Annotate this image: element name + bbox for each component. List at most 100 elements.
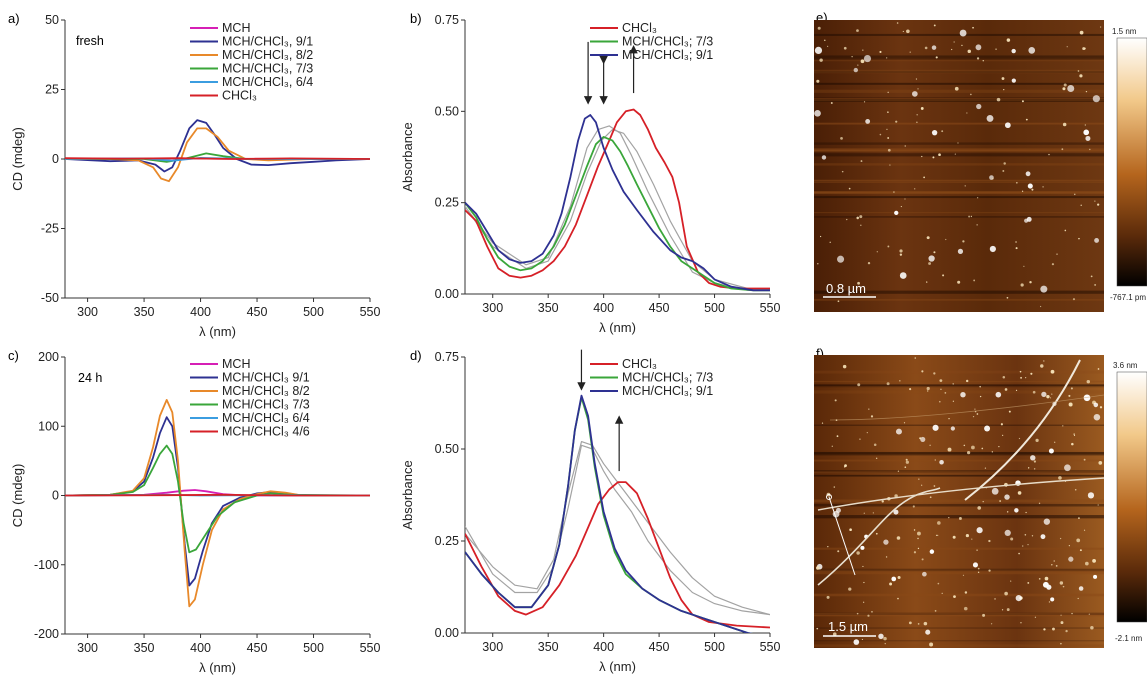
afm-particle [1030,372,1033,375]
afm-particle [1097,504,1099,506]
afm-particle [835,507,841,513]
afm-particle [1001,609,1004,611]
afm-particle [860,224,862,226]
afm-particle [1031,188,1034,191]
afm-particle [926,386,930,391]
y-tick-label: -25 [41,222,59,236]
afm-particle [863,512,865,514]
afm-particle [923,176,925,179]
afm-streak [814,571,1104,575]
afm-particles-f [816,357,1103,647]
legend-entry: MCH/CHCl₃; 7/3 [622,371,713,385]
afm-particle [904,145,906,147]
y-tick-label: 0 [52,152,59,166]
series-line-chcl- [465,481,770,629]
afm-particle [862,49,864,51]
afm-particle [887,148,891,152]
afm-particle [916,121,918,123]
afm-particle [965,533,969,538]
afm-streak [814,503,1104,507]
afm-particle [952,535,956,539]
afm-particle [1048,448,1054,454]
afm-particle [931,129,938,136]
afm-particle [1085,91,1088,93]
afm-streak [814,97,1104,99]
afm-particle [872,512,874,514]
afm-particle [977,567,980,570]
afm-particle [1098,461,1103,465]
x-tick-label: 450 [247,641,268,655]
afm-streak [814,593,1104,597]
afm-particle [1083,529,1086,531]
afm-particle [821,155,827,160]
fiber-3-f [817,477,1105,511]
afm-particle [986,114,994,122]
afm-particle [917,547,920,550]
panel-annotation: fresh [76,34,104,48]
legend-entry: MCH/CHCl₃ 6/4 [222,411,310,425]
afm-particle [1042,186,1044,188]
afm-particle [1078,586,1084,591]
legend-entry: CHCl₃ [622,21,657,35]
afm-particles-e [814,22,1102,308]
afm-particle [979,385,981,388]
afm-particle [868,408,870,410]
afm-particle [1006,608,1010,612]
afm-particle [948,517,950,519]
x-tick-label: 550 [360,305,381,319]
afm-particle [1027,543,1029,546]
afm-particle [964,185,966,187]
afm-particle [928,255,935,262]
afm-particle [970,215,973,218]
afm-particle [953,41,955,43]
afm-particle [938,153,941,157]
afm-particle [979,395,982,398]
y-axis-label: Absorbance [400,460,415,529]
x-tick-label: 550 [360,641,381,655]
afm-particle [904,466,907,469]
afm-particle [870,415,874,418]
afm-particle [944,391,947,394]
afm-particle [848,587,852,591]
afm-particle [1060,621,1064,625]
afm-particle [887,91,889,94]
x-tick-label: 350 [134,641,155,655]
afm-particle [1062,585,1065,588]
afm-particle [856,551,860,555]
afm-streak [814,55,1104,58]
afm-streak [814,451,1104,454]
afm-particle [1043,360,1045,362]
y-axis-label: CD (mdeg) [10,464,25,528]
legend-entry: MCH/CHCl₃, 8/2 [222,48,313,62]
afm-particle [1072,298,1076,301]
afm-particle [885,556,888,558]
afm-particle [1020,376,1022,379]
afm-particle [1082,47,1086,51]
afm-particle [857,281,860,285]
afm-particle [1025,377,1027,379]
afm-particle [856,29,859,32]
y-tick-label: 0.75 [435,13,459,27]
panel-letter-f: f) [816,346,824,361]
afm-particle [953,595,956,599]
y-axis-label: CD (mdeg) [10,127,25,191]
afm-particle [899,272,907,279]
afm-particle [897,576,901,580]
afm-particle [967,451,971,455]
afm-particle [833,486,836,488]
afm-particle [1006,511,1009,513]
panel-letter-b: b) [410,11,422,26]
afm-particle [844,466,846,468]
y-axis-label: Absorbance [400,122,415,191]
afm-particle [837,550,840,553]
afm-streak [814,122,1104,125]
afm-particle [928,262,931,265]
afm-particle [899,249,903,253]
afm-particle [945,238,947,241]
afm-particle [837,300,840,303]
afm-streak [814,569,1104,573]
panel-annotation: 24 h [78,371,102,385]
y-tick-label: 0.50 [435,442,459,456]
afm-particle [840,136,843,140]
afm-particle [957,248,964,254]
